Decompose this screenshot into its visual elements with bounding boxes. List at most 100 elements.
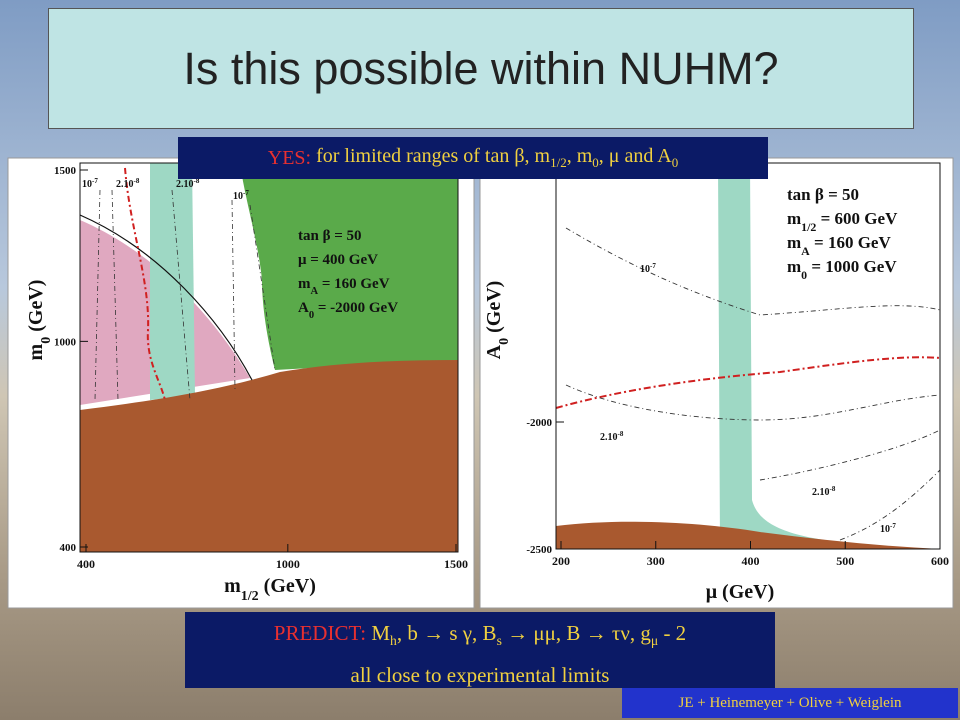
x-tick-label: 1000 (276, 557, 300, 571)
x-tick-label: 1500 (444, 557, 468, 571)
y-axis-label: A0 (GeV) (483, 281, 512, 360)
index: 0 (497, 338, 512, 345)
index: -7 (243, 189, 249, 197)
text-part: = -2000 GeV (314, 300, 398, 316)
x-tick-label: 500 (836, 554, 854, 568)
text-part: A (298, 300, 309, 316)
text-part: , μ and A (598, 145, 672, 167)
text-part: = 1000 GeV (807, 257, 897, 276)
predict-line: PREDICT: Mh, b → s γ, Bs → μμ, B → τν, g… (185, 616, 775, 658)
predict-line2: all close to experimental limits (350, 663, 610, 688)
index: A (801, 244, 810, 258)
text-part: 10 (82, 179, 92, 190)
text-part: 2.10 (812, 487, 830, 498)
contours (565, 227, 941, 541)
subscript: h (390, 633, 397, 649)
green-region (240, 163, 458, 370)
yes-text: for limited ranges of tan β, m1/2, m0, μ… (316, 145, 678, 171)
text-part: μ = 400 GeV (298, 252, 378, 268)
teal-band (718, 163, 880, 546)
brown-region (80, 360, 458, 552)
central-contour (124, 167, 166, 401)
yes-label: YES: (267, 146, 312, 169)
text-part: (GeV) (25, 280, 47, 337)
text-part: - 2 (658, 621, 687, 645)
text-part: (GeV) (483, 281, 505, 338)
legend-line: mA = 160 GeV (298, 276, 390, 297)
text-part: 2.10 (116, 179, 134, 190)
text-part: m (25, 343, 47, 360)
index: 1/2 (801, 220, 816, 234)
index: -8 (194, 177, 200, 185)
y-tick-label: 400 (60, 542, 77, 554)
credit: JE + Heinemeyer + Olive + Weiglein (678, 694, 902, 711)
index: -8 (830, 485, 836, 493)
brown-region (556, 521, 940, 549)
text-part: , m (566, 145, 593, 167)
x-tick-label: 400 (77, 557, 95, 571)
legend-line: mA = 160 GeV (787, 233, 891, 258)
legend-line: tan β = 50 (787, 185, 859, 204)
y-tick-label: -2000 (526, 417, 552, 429)
text-part: 10 (880, 524, 890, 535)
contour-label: 2.10-8 (600, 430, 624, 443)
predict-label: PREDICT: (273, 621, 367, 645)
y-axis-label: m0 (GeV) (25, 280, 54, 361)
contour-label: 2.10-8 (812, 485, 836, 498)
index: -8 (618, 430, 624, 438)
text-part: → μμ, B → τν, g (501, 621, 651, 645)
legend-line: m1/2 = 600 GeV (787, 209, 898, 234)
y-tick-label: 1000 (54, 336, 77, 348)
text-part: 10 (640, 264, 650, 275)
teal-band (150, 163, 195, 400)
legend-line: m0 = 1000 GeV (787, 257, 897, 282)
text-part: m (787, 257, 801, 276)
text-part: μ (GeV) (706, 581, 775, 603)
index: -8 (134, 177, 140, 185)
index: A (311, 286, 319, 297)
subscript: 0 (671, 155, 679, 170)
text-part: , b → s γ, B (396, 621, 497, 645)
index: 0 (801, 268, 807, 282)
subscript: s (496, 633, 502, 649)
x-tick-label: 300 (647, 554, 665, 568)
text-part: 2.10 (600, 432, 618, 443)
index: 1/2 (241, 589, 259, 604)
text-part: m (298, 276, 311, 292)
text-part: M (371, 621, 391, 645)
text-part: (GeV) (259, 575, 316, 597)
text-part: 2.10 (176, 179, 194, 190)
contour-label: 2.10-8 (116, 177, 140, 190)
subscript: 0 (592, 155, 599, 170)
right-regions (555, 162, 941, 550)
x-axis-label: μ (GeV) (706, 581, 775, 603)
y-tick-label: -2500 (526, 544, 552, 556)
text-part: m (224, 575, 241, 597)
text-part: m (787, 209, 801, 228)
text-part: tan β = 50 (298, 228, 362, 244)
index: -7 (92, 177, 98, 185)
text-part: for limited ranges of tan β, m (316, 145, 551, 167)
credit-box: JE + Heinemeyer + Olive + Weiglein (622, 688, 958, 718)
predict-box: PREDICT: Mh, b → s γ, Bs → μμ, B → τν, g… (185, 612, 775, 688)
contour-label: 10-7 (233, 189, 249, 202)
x-tick-label: 600 (931, 554, 949, 568)
contour-label: 2.10-8 (176, 177, 200, 190)
text-part: tan β = 50 (787, 185, 859, 204)
legend-line: tan β = 50 (298, 228, 362, 244)
index: -7 (650, 262, 656, 270)
legend-line: A0 = -2000 GeV (298, 300, 398, 321)
index: 0 (309, 310, 314, 321)
index: 0 (39, 337, 54, 344)
contour-label: 10-7 (82, 177, 98, 190)
text-part: = 160 GeV (318, 276, 390, 292)
text-part: = 160 GeV (810, 233, 892, 252)
contour-label: 10-7 (880, 522, 896, 535)
text-part: = 600 GeV (816, 209, 898, 228)
x-axis-label: m1/2 (GeV) (224, 575, 316, 604)
subscript: μ (650, 633, 659, 649)
contour-label: 10-7 (640, 262, 656, 275)
x-tick-label: 400 (742, 554, 760, 568)
